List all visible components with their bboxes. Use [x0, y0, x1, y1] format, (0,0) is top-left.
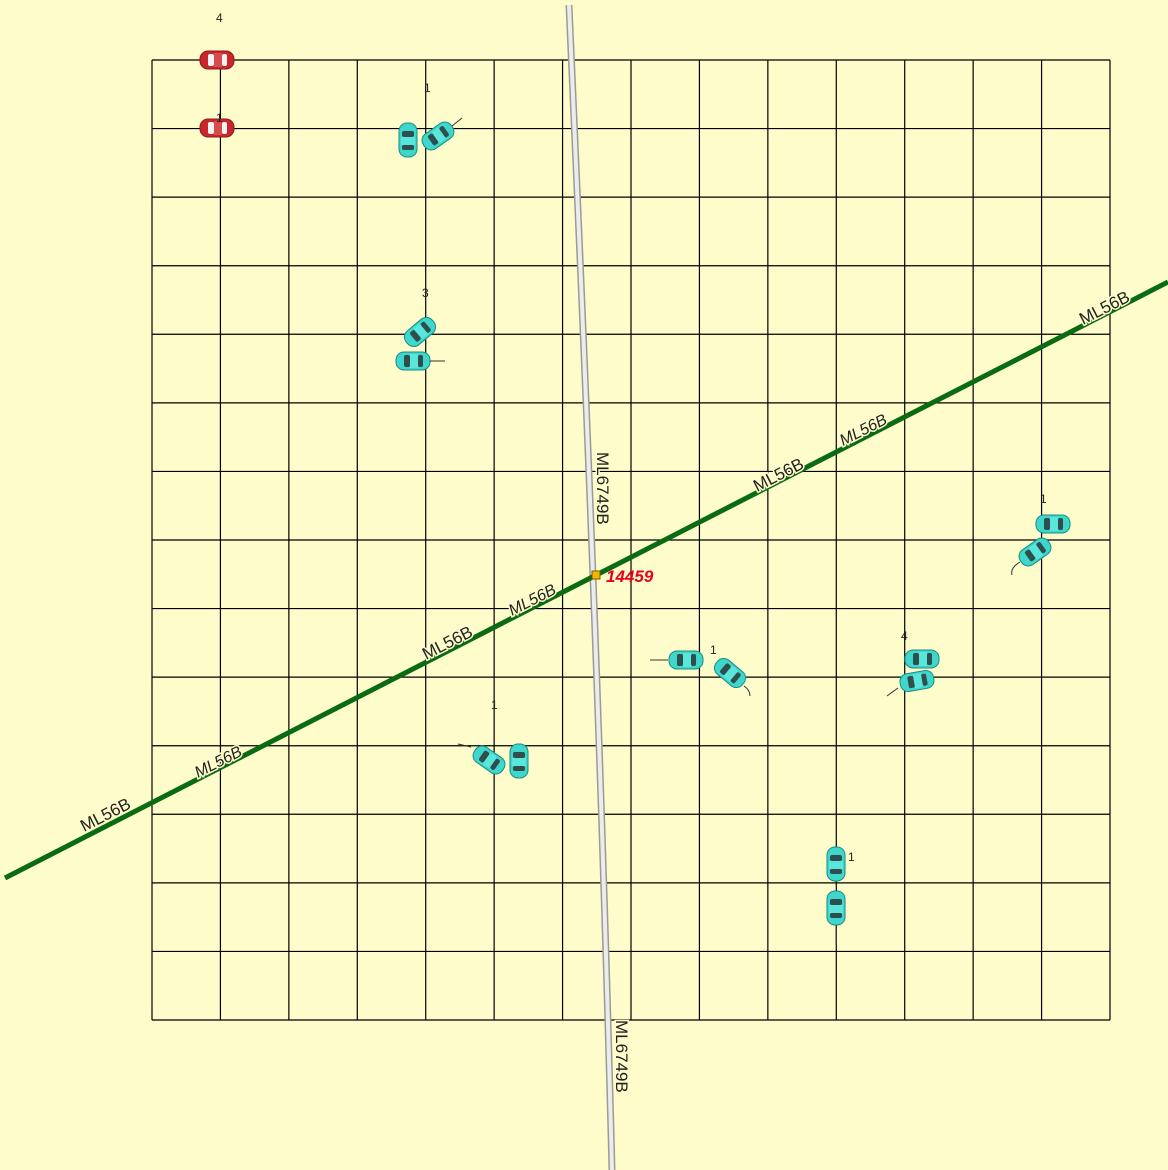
- vehicle-count-label: 1: [424, 81, 431, 95]
- road-label-ml6749b: ML6749B: [612, 1020, 631, 1093]
- vehicle-count-label: 4: [216, 11, 223, 25]
- vehicle-count-label: 1: [216, 111, 223, 125]
- vehicle-count-label: 1: [491, 698, 498, 712]
- road-ml56b[interactable]: [3, 279, 1168, 881]
- vehicle-path: [1011, 561, 1021, 576]
- vehicle-path: [743, 685, 751, 697]
- vehicle-group: [199, 50, 1071, 945]
- red-car-icon[interactable]: [199, 50, 235, 70]
- road-label-ml6749b: ML6749B: [593, 452, 612, 525]
- node-label[interactable]: 14459: [606, 567, 654, 586]
- teal-car-icon[interactable]: [904, 649, 940, 669]
- teal-car-icon[interactable]: [398, 122, 418, 158]
- road-ml6749b[interactable]: [565, 4, 616, 1170]
- teal-car-icon[interactable]: [509, 743, 529, 779]
- vehicle-path: [886, 687, 899, 697]
- vehicle-path: [457, 743, 472, 748]
- teal-car-icon[interactable]: [826, 890, 846, 926]
- teal-car-icon[interactable]: [1035, 514, 1071, 534]
- node-marker[interactable]: [591, 570, 601, 580]
- vehicle-count-label: 1: [710, 643, 717, 657]
- teal-car-icon[interactable]: [395, 351, 431, 371]
- vehicle-count-label: 1: [1040, 492, 1047, 506]
- vehicle-count-label: 1: [848, 850, 855, 864]
- vehicle-count-label: 3: [422, 286, 429, 300]
- vehicle-path: [451, 117, 463, 127]
- teal-car-icon[interactable]: [668, 650, 704, 670]
- teal-car-icon[interactable]: [826, 846, 846, 882]
- vehicle-count-label: 4: [901, 629, 908, 643]
